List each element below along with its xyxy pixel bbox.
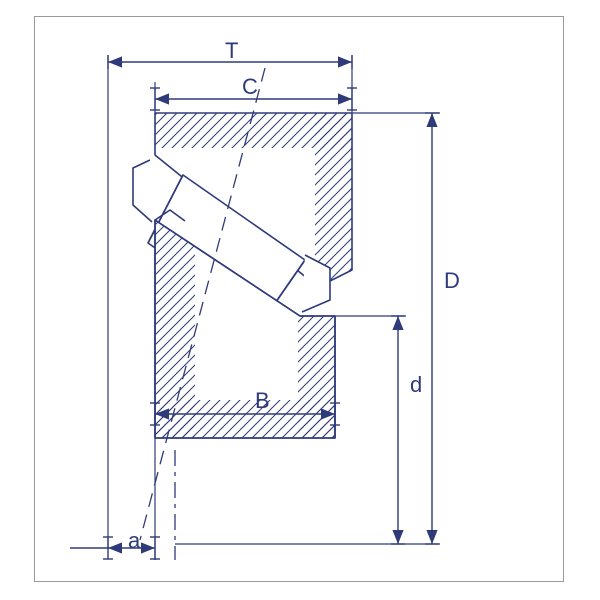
figure-frame (34, 16, 564, 582)
label-C: C (242, 74, 258, 100)
label-T: T (225, 38, 238, 64)
label-B: B (255, 388, 270, 414)
label-a: a (128, 528, 140, 554)
label-d: d (410, 372, 422, 398)
diagram-canvas: T C B D d a (0, 0, 600, 600)
label-D: D (444, 268, 460, 294)
